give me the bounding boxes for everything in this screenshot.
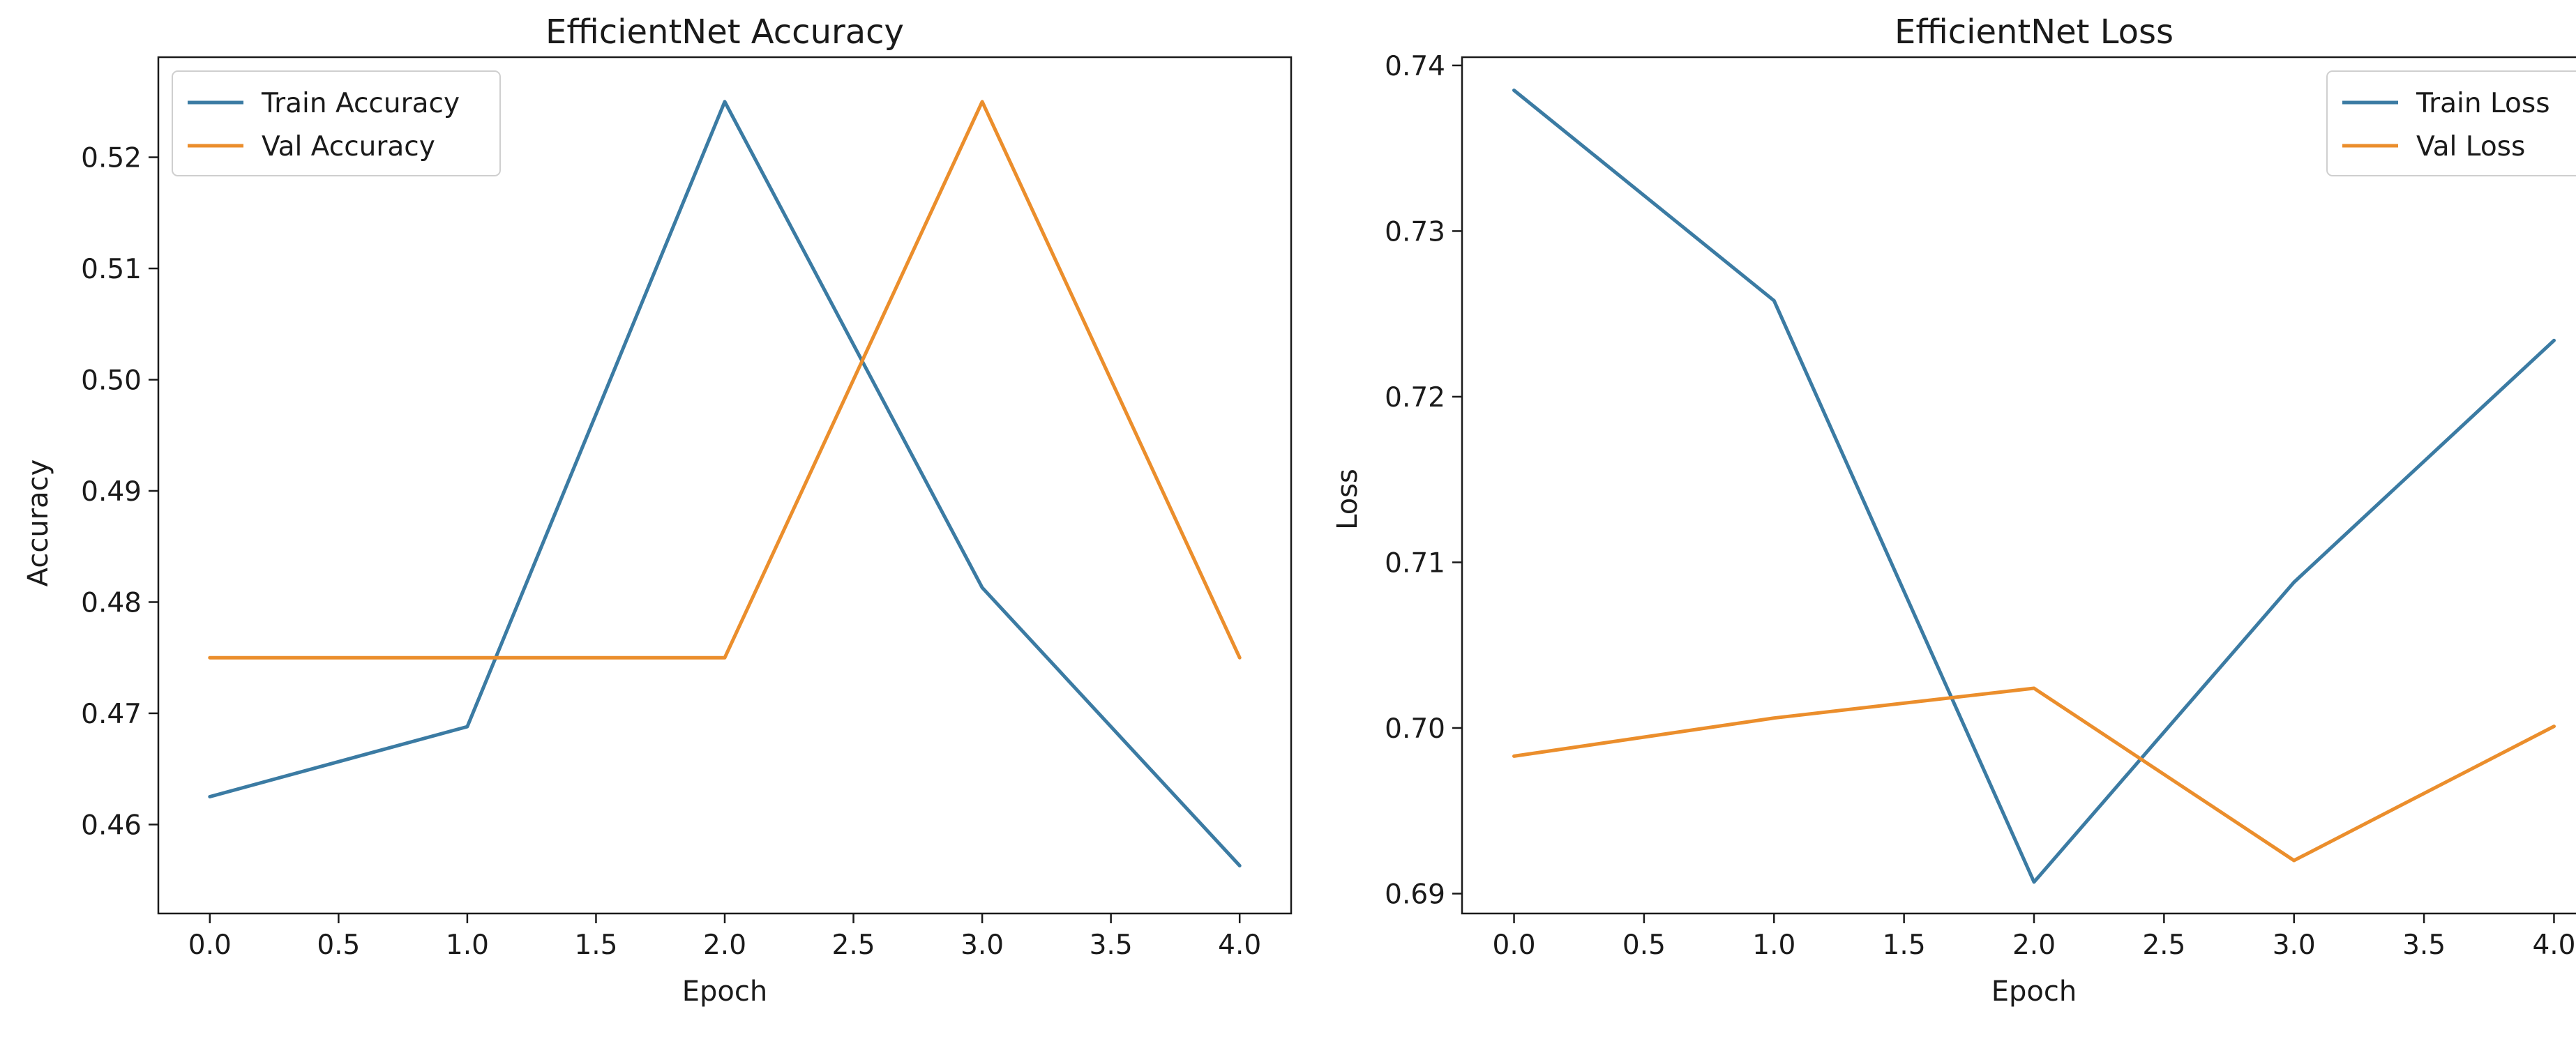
loss-plot-frame	[1461, 56, 2576, 915]
accuracy-y-tick-label: 0.50	[81, 365, 142, 396]
loss-x-tick-label: 3.5	[2402, 930, 2446, 961]
accuracy-legend-label: Val Accuracy	[262, 131, 435, 162]
loss-x-tick-label: 2.0	[2012, 930, 2056, 961]
accuracy-x-tick-label: 0.0	[188, 930, 232, 961]
accuracy-y-tick-label: 0.48	[81, 587, 142, 619]
accuracy-x-tick-label: 0.5	[317, 930, 360, 961]
accuracy-y-axis-label: Accuracy	[22, 460, 54, 587]
accuracy-x-tick-label: 3.0	[961, 930, 1004, 961]
accuracy-ticks: 0.0 0.5 1.0 1.5 2.0 2.5 3.0 3.5 4.0 0.46 0.47 0.48 0…	[81, 143, 1261, 961]
loss-y-axis-label: Loss	[1332, 469, 1364, 530]
loss-legend: Train Loss Val Loss	[2326, 70, 2576, 176]
loss-legend-box	[2326, 70, 2576, 176]
loss-y-tick-label: 0.70	[1385, 713, 1445, 745]
accuracy-x-tick-label: 1.0	[446, 930, 489, 961]
loss-y-tick-label: 0.71	[1385, 547, 1445, 579]
accuracy-x-tick-label: 1.5	[574, 930, 617, 961]
accuracy-plot-frame	[157, 56, 1293, 915]
loss-y-tick-label: 0.69	[1385, 879, 1445, 910]
accuracy-legend-box	[172, 70, 501, 176]
loss-ticks: 0.0 0.5 1.0 1.5 2.0 2.5 3.0 3.5 4.0 0.69 0.70 0.71 0…	[1385, 51, 2575, 961]
accuracy-y-tick-label: 0.49	[81, 476, 142, 508]
loss-series-lines	[1512, 89, 2556, 884]
accuracy-x-axis-label: Epoch	[682, 976, 767, 1008]
accuracy-y-tick-label: 0.46	[81, 810, 142, 841]
accuracy-series-lines	[208, 100, 1242, 867]
accuracy-panel: EfficientNet Accuracy Epoch Accuracy 0.0…	[22, 13, 1293, 1008]
accuracy-legend-label: Train Accuracy	[261, 88, 460, 119]
loss-legend-label: Val Loss	[2416, 131, 2525, 162]
loss-x-tick-label: 0.0	[1493, 930, 1536, 961]
accuracy-y-tick-label: 0.47	[81, 699, 142, 730]
loss-x-tick-label: 1.5	[1883, 930, 1926, 961]
loss-x-tick-label: 3.0	[2273, 930, 2316, 961]
loss-x-axis-label: Epoch	[1991, 976, 2077, 1008]
accuracy-x-tick-label: 4.0	[1218, 930, 1261, 961]
loss-x-tick-label: 2.5	[2142, 930, 2185, 961]
accuracy-chart-title: EfficientNet Accuracy	[545, 13, 904, 52]
accuracy-x-tick-label: 3.5	[1090, 930, 1133, 961]
loss-y-tick-label: 0.73	[1385, 216, 1445, 248]
loss-y-tick-label: 0.72	[1385, 382, 1445, 414]
loss-chart-title: EfficientNet Loss	[1895, 13, 2174, 52]
loss-x-tick-label: 0.5	[1622, 930, 1666, 961]
loss-legend-label: Train Loss	[2416, 88, 2550, 119]
loss-x-tick-label: 4.0	[2532, 930, 2575, 961]
loss-series-val-loss	[1512, 686, 2556, 863]
accuracy-legend: Train Accuracy Val Accuracy	[172, 70, 501, 176]
loss-series-train-loss	[1512, 89, 2556, 884]
accuracy-series-train-accuracy	[208, 100, 1242, 867]
loss-y-tick-label: 0.74	[1385, 51, 1445, 82]
accuracy-y-tick-label: 0.51	[81, 254, 142, 285]
accuracy-x-tick-label: 2.0	[703, 930, 746, 961]
accuracy-y-tick-label: 0.52	[81, 143, 142, 174]
accuracy-series-val-accuracy	[208, 100, 1242, 660]
loss-panel: EfficientNet Loss Epoch Loss 0.0 0.5 1.0 1.…	[1332, 13, 2576, 1008]
loss-x-tick-label: 1.0	[1752, 930, 1795, 961]
accuracy-x-tick-label: 2.5	[832, 930, 875, 961]
